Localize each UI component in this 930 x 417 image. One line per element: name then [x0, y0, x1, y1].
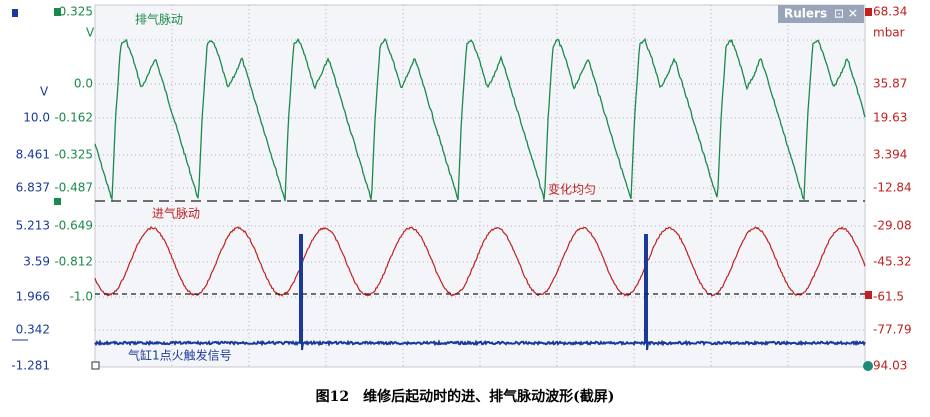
- caption: 图12 维修后起动时的进、排气脉动波形(截屏): [316, 388, 615, 405]
- tick-label: 0.325: [59, 5, 93, 19]
- tick-label: 5.213: [16, 219, 50, 233]
- tick-label: 3.59: [23, 255, 50, 269]
- tick-label: -1.281: [11, 359, 50, 373]
- toolbar[interactable]: [778, 5, 864, 23]
- tick-label: 19.63: [873, 111, 907, 125]
- tick-label: -0.325: [54, 148, 93, 162]
- tick-label: 1.966: [16, 290, 50, 304]
- marker: [865, 291, 872, 299]
- axis-unit: V: [40, 85, 49, 99]
- marker: [863, 361, 873, 371]
- tick-label: -77.79: [873, 323, 912, 337]
- tick-label: -29.08: [873, 219, 912, 233]
- tick-label: 0.342: [16, 323, 50, 337]
- toolbar-title: Rulers: [784, 7, 827, 21]
- tick-label: -0.487: [54, 181, 93, 195]
- grid: [95, 5, 865, 367]
- tick-label: -61.5: [873, 290, 904, 304]
- intake-wave: [94, 226, 866, 297]
- marker: [54, 8, 61, 16]
- axis-unit: mbar: [873, 26, 905, 40]
- tick-label: -12.84: [873, 181, 912, 195]
- axis-unit: V: [86, 26, 95, 40]
- tick-label: -0.812: [54, 255, 93, 269]
- exhaust-wave: [94, 37, 866, 202]
- tick-label: 68.34: [873, 5, 907, 19]
- marker: [12, 9, 18, 17]
- marker: [54, 198, 61, 205]
- annotation: 气缸1点火触发信号: [128, 348, 232, 363]
- tick-label: 0.0: [74, 77, 93, 91]
- trigger-signal: [94, 234, 866, 351]
- annotation: 进气脉动: [152, 206, 200, 221]
- tick-label: -1.0: [70, 290, 93, 304]
- tick-label: 35.87: [873, 77, 907, 91]
- rulers-toolbar[interactable]: Rulers ⊡ ✕: [778, 5, 864, 23]
- tick-label: 94.03: [873, 359, 907, 373]
- annotation: 排气脉动: [135, 12, 183, 27]
- tick-label: 8.461: [16, 148, 50, 162]
- toolbar-buttons[interactable]: ⊡ ✕: [834, 7, 858, 21]
- tick-label: 6.837: [16, 181, 50, 195]
- annotation: 变化均匀: [548, 182, 596, 197]
- marker: [91, 361, 100, 370]
- tick-label: 3.394: [873, 148, 907, 162]
- tick-label: 10.0: [23, 111, 50, 125]
- tick-label: -45.32: [873, 255, 912, 269]
- marker: [865, 8, 872, 16]
- waveforms: [94, 37, 866, 351]
- tick-label: -0.649: [54, 219, 93, 233]
- tick-label: -0.162: [54, 111, 93, 125]
